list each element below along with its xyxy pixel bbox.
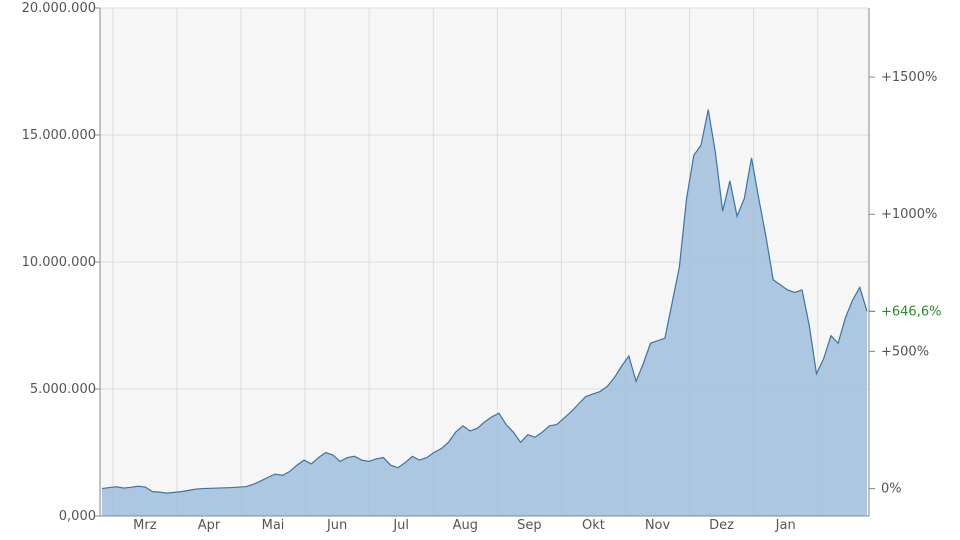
- x-tick-label: Jul: [392, 518, 409, 533]
- x-tick-label: Mai: [262, 518, 285, 533]
- y-tick-label: 20.000.000: [22, 1, 96, 16]
- tick-labels: 0,000 5.000.000 10.000.000 15.000.000 20.000…: [22, 1, 942, 533]
- axes: [94, 7, 875, 517]
- x-tick-label: Dez: [709, 518, 734, 533]
- x-tick-label: Apr: [198, 518, 221, 533]
- x-tick-label: Nov: [645, 518, 671, 533]
- current-value-label: +646,6%: [881, 304, 941, 319]
- y-tick-label: 0,000: [59, 509, 96, 524]
- x-tick-label: Okt: [582, 518, 605, 533]
- x-tick-label: Sep: [517, 518, 542, 533]
- y-tick-label: 5.000.000: [30, 382, 96, 397]
- y2-tick-label: 0%: [881, 482, 902, 497]
- x-tick-label: Aug: [453, 518, 478, 533]
- y2-tick-label: +500%: [881, 344, 929, 359]
- data-series: [101, 109, 868, 516]
- x-tick-label: Mrz: [133, 518, 157, 533]
- y-tick-label: 10.000.000: [22, 255, 96, 270]
- x-tick-label: Jun: [326, 518, 347, 533]
- x-tick-label: Jan: [775, 518, 796, 533]
- y2-tick-label: +1000%: [881, 207, 937, 222]
- y2-tick-label: +1500%: [881, 70, 937, 85]
- area-fill: [102, 109, 867, 516]
- y-tick-label: 15.000.000: [22, 128, 96, 143]
